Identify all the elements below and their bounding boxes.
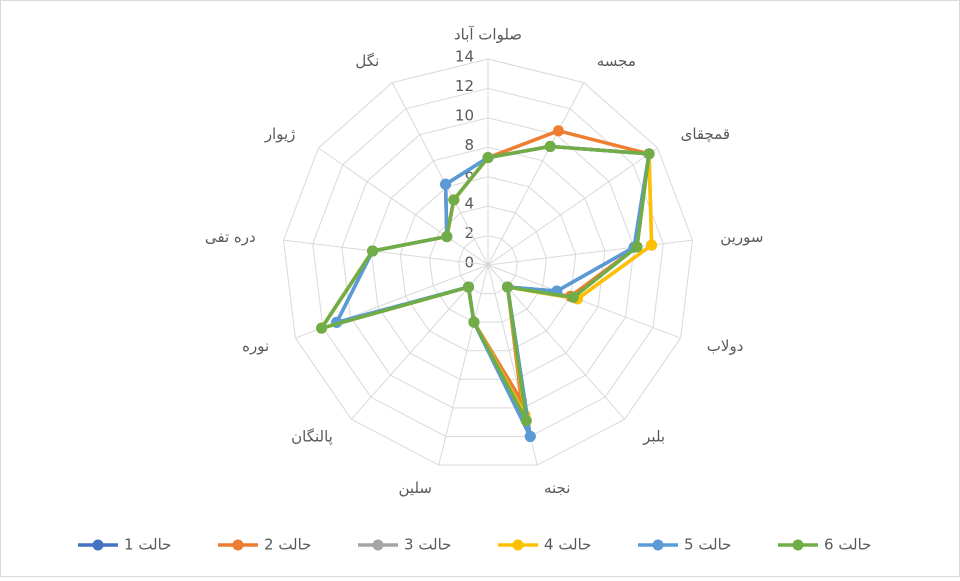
- legend-label: حالت 6: [824, 536, 871, 554]
- point: [502, 282, 513, 293]
- legend-marker: [793, 540, 804, 551]
- legend-marker: [93, 540, 104, 551]
- chart: 02468101214صلوات آبادمجسهقمچقایسوریندولا…: [0, 0, 960, 577]
- legend-label: حالت 3: [404, 536, 451, 554]
- point: [316, 323, 327, 334]
- point: [644, 148, 655, 159]
- category-label: سلین: [399, 479, 432, 497]
- point: [568, 292, 579, 303]
- r-tick-label: 10: [455, 106, 474, 124]
- point: [521, 415, 532, 426]
- category-label: ژیوار: [264, 125, 296, 143]
- r-tick-label: 4: [464, 195, 474, 213]
- point: [545, 141, 556, 152]
- legend-label: حالت 4: [544, 536, 591, 554]
- point: [483, 152, 494, 163]
- r-tick-label: 2: [464, 224, 474, 242]
- point: [553, 125, 564, 136]
- point: [448, 194, 459, 205]
- category-label: قمچقای: [681, 125, 730, 143]
- legend-marker: [233, 540, 244, 551]
- point: [463, 282, 474, 293]
- chart-frame: [1, 1, 960, 577]
- point: [441, 231, 452, 242]
- point: [646, 240, 657, 251]
- category-label: دولاب: [707, 337, 744, 355]
- legend-marker: [373, 540, 384, 551]
- legend-marker: [653, 540, 664, 551]
- point: [367, 245, 378, 256]
- category-label: نجنه: [544, 479, 570, 497]
- category-label: مجسه: [597, 52, 636, 70]
- category-label: پالنگان: [291, 428, 333, 447]
- category-label: سورین: [720, 228, 763, 246]
- legend-marker: [513, 540, 524, 551]
- r-tick-label: 14: [455, 48, 474, 66]
- category-label: نگل: [355, 52, 379, 70]
- point: [631, 241, 642, 252]
- point: [525, 431, 536, 442]
- category-label: بلبر: [642, 428, 665, 446]
- point: [440, 179, 451, 190]
- category-label: نوره: [242, 337, 269, 355]
- legend-label: حالت 1: [124, 536, 171, 554]
- category-label: دره تفی: [205, 228, 256, 246]
- r-tick-label: 12: [455, 77, 474, 95]
- legend-label: حالت 2: [264, 536, 311, 554]
- r-tick-label: 8: [464, 136, 474, 154]
- point: [468, 317, 479, 328]
- category-label: صلوات آباد: [454, 26, 522, 44]
- legend-label: حالت 5: [684, 536, 731, 554]
